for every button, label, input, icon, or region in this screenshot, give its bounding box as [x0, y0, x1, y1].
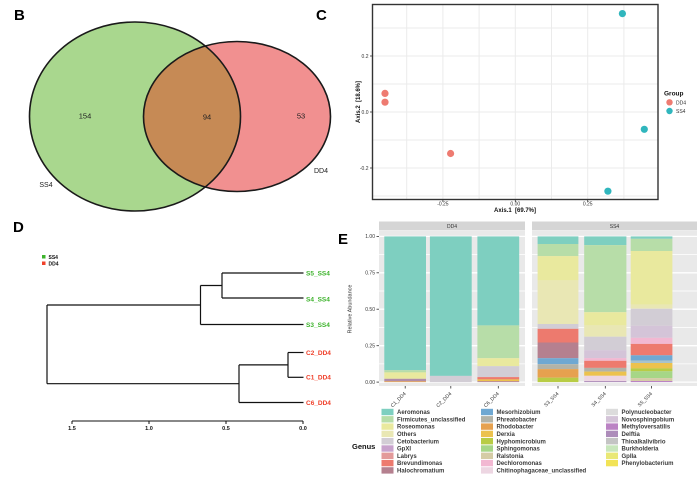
svg-text:C2_DD4: C2_DD4: [306, 350, 331, 357]
svg-text:1.0: 1.0: [145, 426, 153, 432]
svg-text:53: 53: [297, 112, 305, 121]
svg-text:Derxia: Derxia: [497, 432, 516, 438]
svg-text:Burkholderia: Burkholderia: [622, 447, 660, 453]
svg-text:Roseomonas: Roseomonas: [397, 425, 435, 431]
svg-text:Phenylobacterium: Phenylobacterium: [622, 461, 674, 467]
svg-text:Novosphingobium: Novosphingobium: [622, 417, 675, 423]
svg-text:S5_SS4: S5_SS4: [306, 270, 330, 277]
svg-text:1.00: 1.00: [365, 234, 375, 240]
svg-text:Ralstonia: Ralstonia: [497, 454, 525, 460]
svg-text:0.0: 0.0: [362, 110, 369, 116]
svg-text:Axis.2 [18.6%]: Axis.2 [18.6%]: [356, 81, 362, 123]
svg-text:C1_DD4: C1_DD4: [306, 375, 331, 382]
svg-text:Phreatobacter: Phreatobacter: [497, 417, 538, 423]
svg-text:SS4: SS4: [676, 109, 686, 115]
svg-text:S4_SS4: S4_SS4: [306, 296, 330, 303]
svg-text:Group: Group: [664, 91, 684, 98]
svg-text:GpIIa: GpIIa: [622, 454, 638, 460]
svg-text:94: 94: [203, 113, 211, 122]
svg-text:0.0: 0.0: [299, 426, 307, 432]
svg-text:Others: Others: [397, 432, 417, 438]
svg-text:C: C: [316, 7, 327, 24]
svg-text:Mesorhizobium: Mesorhizobium: [497, 410, 541, 416]
svg-text:-0.25: -0.25: [437, 202, 449, 208]
svg-text:E: E: [338, 231, 348, 248]
svg-text:Cetobacterium: Cetobacterium: [397, 439, 439, 445]
svg-text:Brevundimonas: Brevundimonas: [397, 461, 443, 467]
svg-text:Methyloversatilis: Methyloversatilis: [622, 425, 671, 431]
svg-text:Hyphomicrobium: Hyphomicrobium: [497, 439, 546, 445]
svg-text:Delftia: Delftia: [622, 432, 641, 438]
svg-text:0.2: 0.2: [362, 54, 369, 60]
svg-text:Thioalkalivibrio: Thioalkalivibrio: [622, 439, 666, 445]
svg-text:Aeromonas: Aeromonas: [397, 410, 431, 416]
svg-text:0.25: 0.25: [583, 202, 593, 208]
svg-text:Axis.1 [69.7%]: Axis.1 [69.7%]: [494, 208, 536, 214]
svg-text:DD4: DD4: [49, 261, 59, 267]
svg-text:Rhodobacter: Rhodobacter: [497, 425, 535, 431]
svg-text:Relative Abundance: Relative Abundance: [348, 285, 354, 334]
svg-text:D: D: [13, 219, 24, 236]
svg-text:Dechloromonas: Dechloromonas: [497, 461, 543, 467]
svg-text:0.50: 0.50: [365, 307, 375, 313]
svg-text:DD4: DD4: [676, 100, 686, 106]
svg-text:B: B: [14, 7, 25, 24]
svg-text:0.00: 0.00: [365, 380, 375, 386]
svg-text:DD4: DD4: [314, 168, 328, 175]
svg-text:0.5: 0.5: [222, 426, 230, 432]
svg-text:1.5: 1.5: [68, 426, 76, 432]
svg-text:Halochromatium: Halochromatium: [397, 469, 444, 475]
svg-text:Chitinophagaceae_unclassified: Chitinophagaceae_unclassified: [497, 469, 587, 475]
svg-text:C6_DD4: C6_DD4: [306, 400, 331, 407]
svg-text:SS4: SS4: [39, 182, 52, 189]
svg-text:0.00: 0.00: [510, 202, 520, 208]
svg-text:Genus: Genus: [352, 442, 375, 451]
svg-text:-0.2: -0.2: [360, 166, 369, 172]
svg-text:Firmicutes_unclassified: Firmicutes_unclassified: [397, 417, 466, 423]
svg-text:SS4: SS4: [49, 255, 59, 261]
svg-text:Labrys: Labrys: [397, 454, 417, 460]
svg-text:Polynucleobacter: Polynucleobacter: [622, 410, 673, 416]
svg-text:S3_SS4: S3_SS4: [306, 322, 330, 329]
svg-text:154: 154: [79, 112, 92, 121]
svg-text:0.75: 0.75: [365, 271, 375, 277]
svg-text:SS4: SS4: [610, 224, 620, 230]
svg-text:0.25: 0.25: [365, 344, 375, 350]
svg-text:Sphingomonas: Sphingomonas: [497, 447, 541, 453]
svg-text:DD4: DD4: [447, 224, 457, 230]
svg-text:GpXI: GpXI: [397, 447, 411, 453]
